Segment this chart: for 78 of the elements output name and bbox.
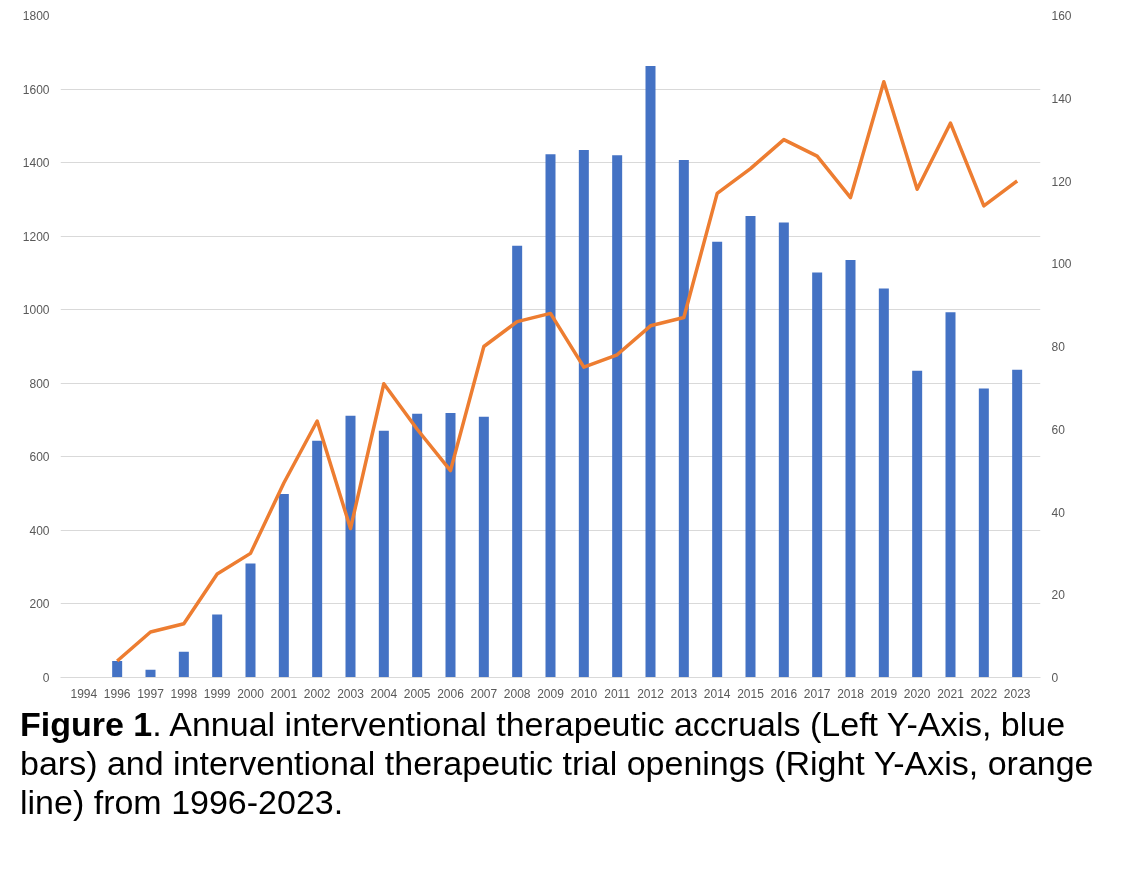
- x-tick-label: 2021: [937, 686, 965, 701]
- x-tick-label: 2014: [703, 686, 731, 701]
- x-tick-label: 2018: [837, 686, 865, 701]
- y2-tick-label: 40: [1051, 505, 1066, 520]
- bar: [278, 493, 289, 678]
- bar: [178, 651, 189, 678]
- x-tick-label: 2015: [737, 686, 765, 701]
- bar: [645, 65, 656, 678]
- bar: [112, 660, 123, 678]
- line-series: [115, 79, 1019, 663]
- y2-tick-label: 120: [1051, 174, 1072, 189]
- x-tick-label: 1999: [203, 686, 231, 701]
- x-tick-label: 2010: [570, 686, 598, 701]
- y2-tick-label: 80: [1051, 340, 1066, 354]
- caption: Figure 1. Annual interventional therapeutic accruals (Left Y-Axis, blue bars) and interventional therapeutic trial openings (Right Y-Axis, orange line) from 1996-2023.: [20, 705, 1095, 823]
- x-tick-label: 2011: [604, 686, 631, 701]
- bar: [712, 241, 723, 678]
- x-tick-label: 2008: [503, 686, 531, 701]
- x-tick-label: 1997: [137, 686, 165, 701]
- x-tick-label: 2006: [437, 686, 465, 701]
- y-tick-label: 1200: [22, 229, 50, 244]
- x-tick-label: 2022: [970, 686, 998, 701]
- y-tick-label: 400: [29, 523, 50, 538]
- bar: [745, 215, 756, 678]
- bar: [478, 416, 489, 678]
- x-tick-label: 1994: [70, 686, 98, 701]
- x-tick-label: 2009: [537, 686, 565, 701]
- bar: [945, 312, 956, 678]
- y-tick-label: 1000: [22, 303, 50, 318]
- x-tick-label: 2012: [637, 686, 665, 701]
- bar: [678, 160, 689, 678]
- bar: [912, 370, 923, 678]
- y2-tick-label: 140: [1051, 91, 1072, 106]
- bar: [845, 260, 856, 678]
- bar: [578, 150, 589, 678]
- x-tick-label: 1996: [103, 686, 131, 701]
- x-tick-label: 2020: [903, 686, 931, 701]
- bar: [445, 413, 456, 678]
- bar: [1012, 369, 1023, 678]
- bar: [145, 669, 156, 678]
- bar: [378, 430, 389, 678]
- x-tick-label: 1998: [170, 686, 198, 701]
- x-tick-label: 2019: [870, 686, 898, 701]
- bar: [545, 154, 556, 678]
- bar: [345, 415, 356, 678]
- bar: [812, 272, 823, 678]
- x-tick-label: 2002: [303, 686, 331, 701]
- y-tick-label: 0: [42, 671, 50, 685]
- y-tick-label: 800: [29, 376, 50, 391]
- x-tick-label: 2004: [370, 686, 398, 701]
- y-tick-label: 1800: [22, 9, 50, 23]
- x-tick-label: 2023: [1003, 686, 1031, 701]
- x-tick-label: 2016: [770, 686, 798, 701]
- y-tick-label: 600: [29, 450, 50, 465]
- y2-tick-label: 160: [1051, 9, 1072, 23]
- bar: [978, 388, 989, 678]
- y-tick-label: 200: [29, 597, 50, 612]
- bar: [612, 155, 623, 678]
- x-tick-label: 2013: [670, 686, 698, 701]
- y2-tick-label: 60: [1051, 422, 1066, 437]
- x-tick-label: 2003: [337, 686, 365, 701]
- x-tick-label: 2007: [470, 686, 498, 701]
- y-tick-label: 1400: [22, 156, 50, 171]
- x-tick-label: 2000: [237, 686, 265, 701]
- bar: [512, 245, 523, 678]
- bar: [412, 413, 423, 678]
- y2-tick-label: 0: [1051, 671, 1059, 685]
- x-tick-label: 2005: [403, 686, 431, 701]
- bar: [212, 614, 223, 678]
- bar: [312, 440, 323, 678]
- x-tick-label: 2017: [803, 686, 831, 701]
- y-tick-label: 1600: [22, 82, 50, 97]
- bar: [878, 288, 889, 678]
- y2-tick-label: 100: [1051, 257, 1072, 272]
- y2-tick-label: 20: [1051, 588, 1066, 603]
- bar: [778, 222, 789, 678]
- x-tick-label: 2001: [270, 686, 298, 701]
- bar: [245, 563, 256, 678]
